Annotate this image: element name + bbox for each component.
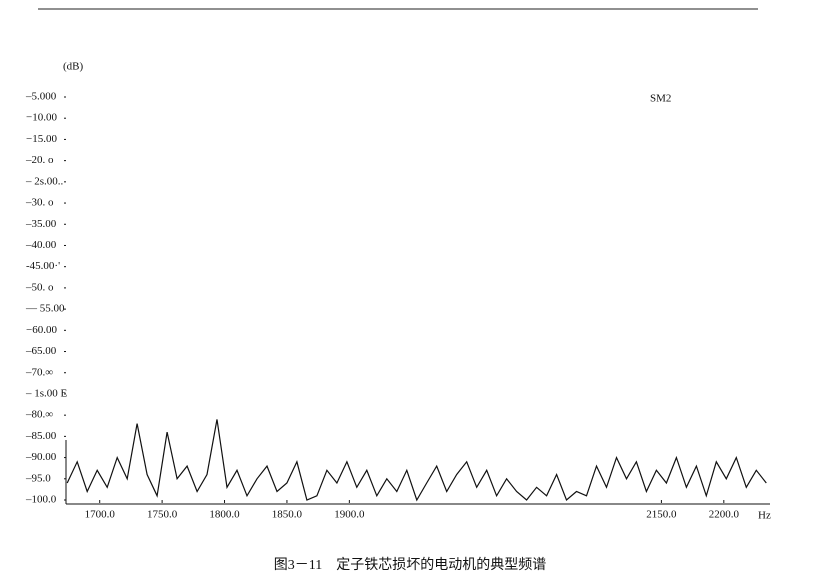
y-tick-label: –85.00 <box>25 430 57 442</box>
y-tick-label: –70.∞ <box>25 366 53 378</box>
x-tick-label: 2200.0 <box>709 509 740 521</box>
x-tick-label: 1800.0 <box>209 509 240 521</box>
x-tick-label: 1850.0 <box>272 509 303 521</box>
y-tick-label: – 2s.00.. <box>25 175 64 187</box>
y-tick-label: –95.0 <box>25 472 51 484</box>
y-tick-label: –50. o <box>25 281 54 293</box>
spectrum-line <box>66 419 767 502</box>
y-tick-label: −60.00 <box>26 324 57 336</box>
y-tick-label: –90.00 <box>25 451 57 463</box>
y-unit-label: (dB) <box>63 61 84 73</box>
y-tick-label: –100.0 <box>25 494 57 506</box>
x-unit-label: Hz <box>758 510 771 522</box>
y-tick-label: −15.00 <box>26 133 57 145</box>
caption: 图3－11 定子铁芯损坏的电动机的典型频谱 <box>274 557 546 573</box>
y-tick-label: –80.∞ <box>25 409 53 421</box>
y-tick-label: –65.00 <box>25 345 57 357</box>
x-tick-label: 1900.0 <box>334 509 365 521</box>
y-tick-label: −10.00 <box>26 112 57 124</box>
x-tick-label: 1700.0 <box>85 509 116 521</box>
y-tick-label: –5.000 <box>25 91 57 103</box>
y-tick-label: –35.00 <box>25 218 57 230</box>
y-tick-label: –20. o <box>25 154 54 166</box>
y-tick-label: -45.00·' <box>26 260 60 272</box>
y-tick-label: – 1s.00 E <box>25 387 68 399</box>
y-tick-label: — 55.00 <box>25 303 65 315</box>
y-tick-label: –30. o <box>25 197 54 209</box>
x-tick-label: 2150.0 <box>646 509 677 521</box>
annotation: SM2 <box>650 93 671 105</box>
y-tick-label: –40.00 <box>25 239 57 251</box>
x-tick-label: 1750.0 <box>147 509 178 521</box>
